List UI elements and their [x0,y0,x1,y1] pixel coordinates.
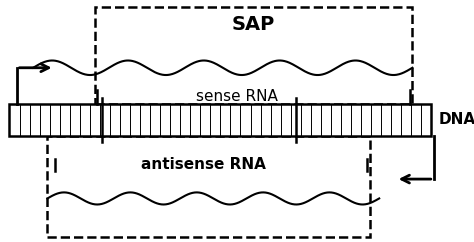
Bar [9,104,431,136]
Text: SAP: SAP [232,15,275,34]
Bar [95,7,412,104]
Text: sense RNA: sense RNA [196,89,278,104]
Text: DNA: DNA [438,112,474,127]
Bar [47,136,370,237]
Text: antisense RNA: antisense RNA [141,157,266,172]
